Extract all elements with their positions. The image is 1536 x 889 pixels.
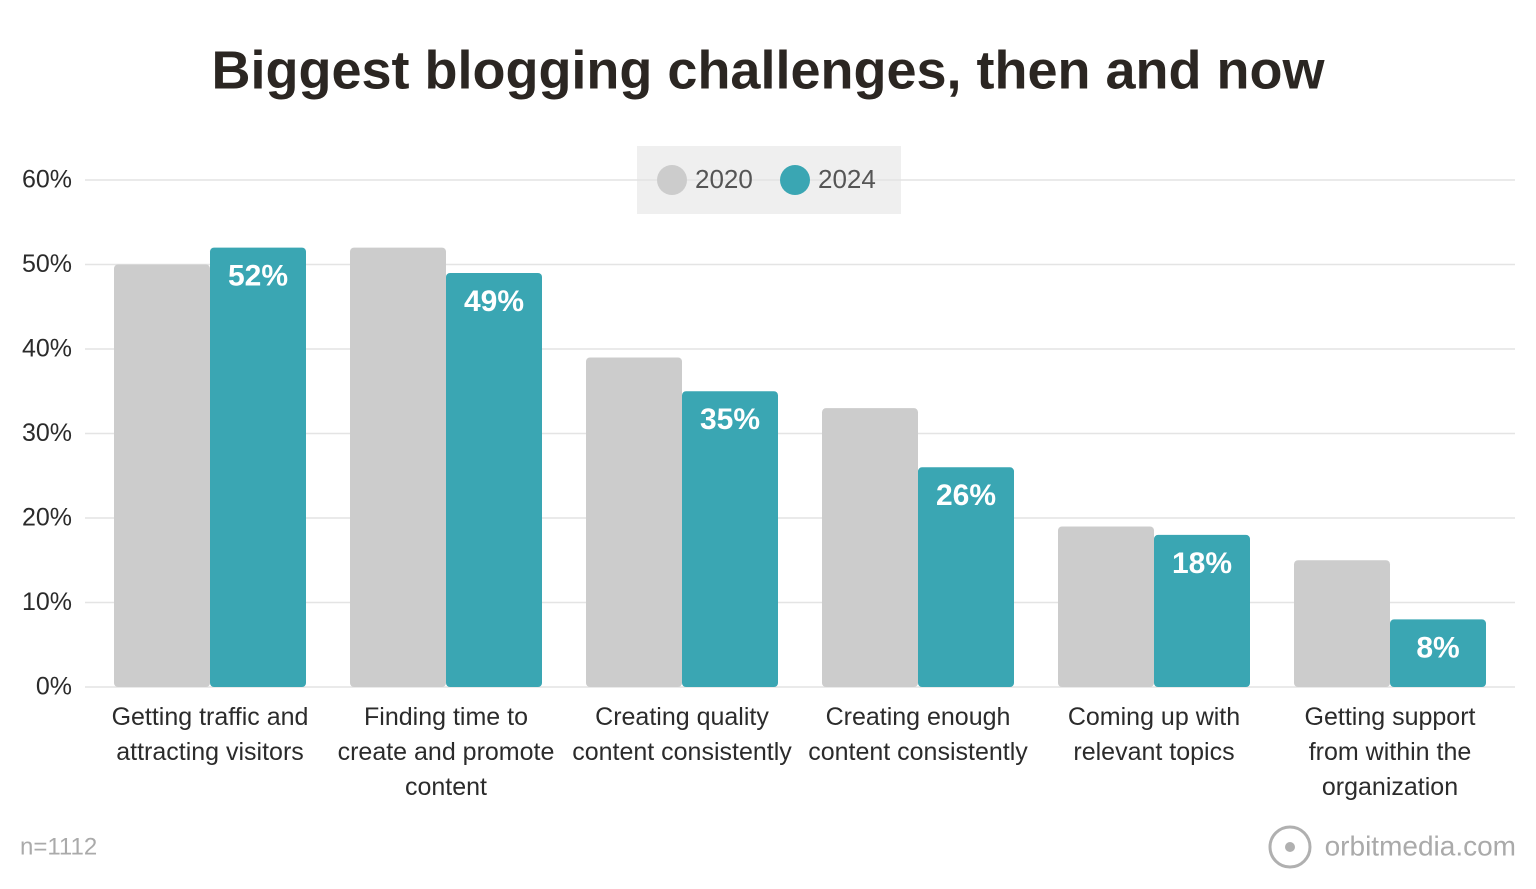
y-tick-label: 60% [22, 166, 72, 194]
bar [210, 247, 306, 687]
x-tick-label: Creating enough content consistently [808, 703, 1028, 766]
data-label: 35% [700, 403, 760, 436]
legend-label: 2020 [695, 164, 753, 194]
data-label: 52% [228, 260, 288, 293]
bar [446, 272, 542, 687]
x-tick-label: Finding time to create and promote conte… [337, 703, 555, 801]
x-tick-label: Coming up with relevant topics [1067, 703, 1241, 766]
data-label: 49% [464, 285, 524, 318]
legend-label: 2024 [818, 164, 876, 194]
y-tick-label: 40% [22, 335, 72, 363]
data-label: 8% [1416, 631, 1459, 664]
logo-ring [1268, 825, 1312, 869]
bar [822, 408, 918, 687]
data-label: 18% [1172, 547, 1232, 580]
sample-note: n=1112 [20, 833, 97, 860]
x-tick-label: Getting traffic and attracting visitors [111, 703, 309, 766]
bar [1390, 619, 1486, 687]
bar [682, 391, 778, 687]
data-label: 26% [936, 479, 996, 512]
bar [114, 264, 210, 687]
logo-dot [1285, 842, 1295, 852]
bar [1058, 526, 1154, 687]
bar [1294, 560, 1390, 687]
x-tick-label: Creating quality content consistently [572, 703, 792, 766]
y-tick-label: 20% [22, 504, 72, 532]
bar [918, 467, 1014, 687]
source: orbitmedia.com [1325, 830, 1516, 861]
y-tick-label: 50% [22, 250, 72, 278]
bar [1154, 534, 1250, 687]
bar [350, 247, 446, 687]
legend-swatch [780, 165, 810, 195]
bar [586, 357, 682, 687]
y-tick-label: 10% [22, 588, 72, 616]
y-tick-label: 30% [22, 419, 72, 447]
legend-swatch [657, 165, 687, 195]
y-tick-label: 0% [36, 673, 72, 701]
chart-title: Biggest blogging challenges, then and no… [211, 40, 1325, 100]
x-tick-label: Getting support from within the organiza… [1304, 703, 1476, 801]
